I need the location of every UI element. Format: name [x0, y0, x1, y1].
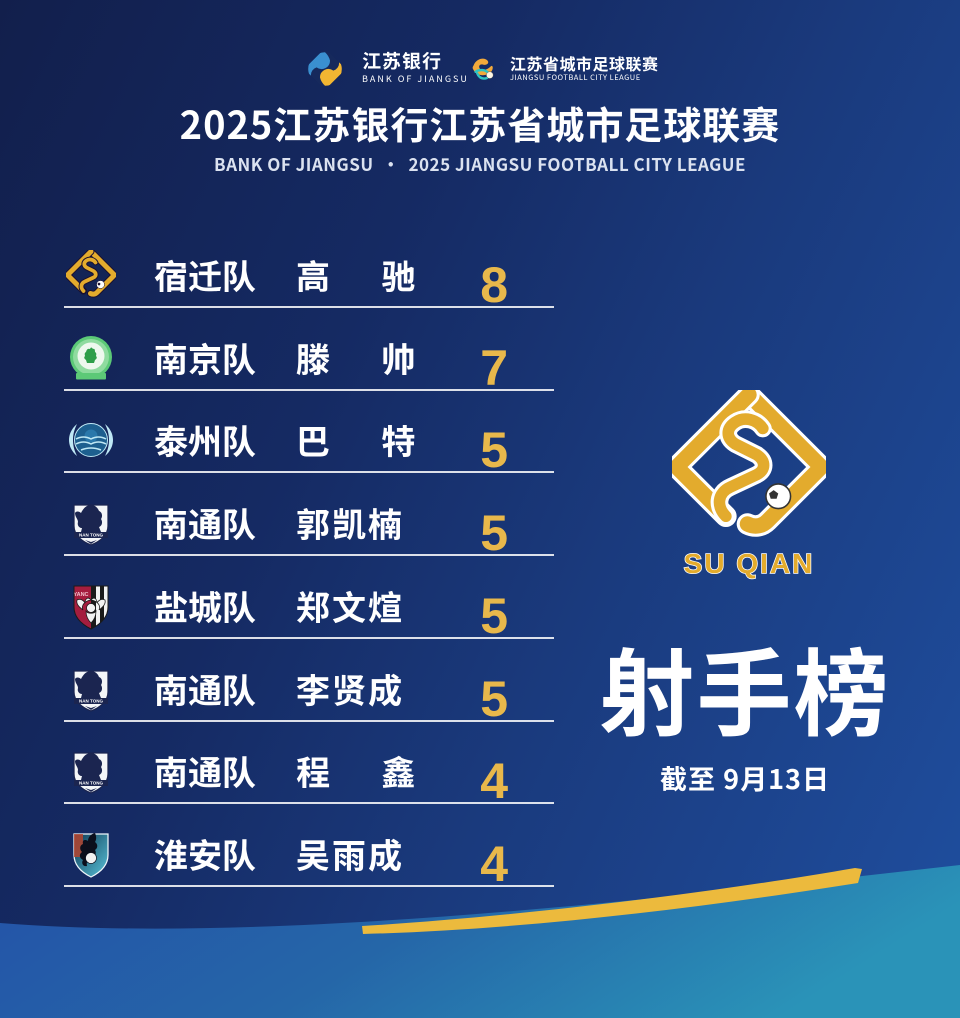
svg-text:YANC: YANC [73, 592, 88, 598]
svg-text:NAN TONG: NAN TONG [79, 698, 103, 703]
svg-text:NAN TONG: NAN TONG [79, 533, 103, 538]
svg-text:NAN TONG: NAN TONG [79, 781, 103, 786]
